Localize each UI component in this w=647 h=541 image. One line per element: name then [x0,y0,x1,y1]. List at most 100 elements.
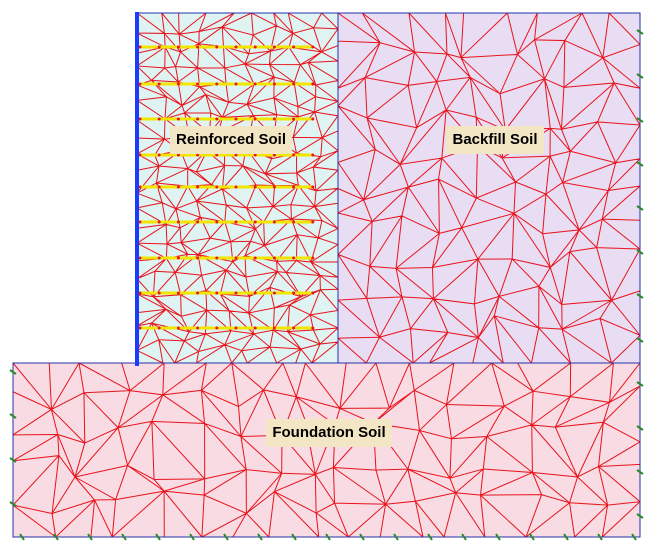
bar-node [272,82,276,86]
support [636,161,644,167]
support [636,293,644,299]
bar-node [196,153,200,157]
bar-node [138,45,142,49]
support [359,533,365,541]
support [636,425,644,431]
support [9,369,17,375]
support [636,469,644,475]
support [563,533,569,541]
bar-node [272,117,276,121]
bar-node [311,291,315,295]
bar-node [234,326,238,330]
bar-node [157,82,161,86]
bar-node [176,220,180,224]
bar-node [176,117,180,121]
bar-node [215,220,219,224]
support [427,533,433,541]
bar-node [157,153,161,157]
bar-node [215,45,219,49]
support [223,533,229,541]
bar-node [272,153,276,157]
bar-node [272,326,276,330]
label-box [170,126,292,154]
support [636,381,644,387]
bar-node [311,256,315,260]
bar-node [157,117,161,121]
bar-node [253,185,257,189]
bar-node [176,82,180,86]
bar-node [253,220,257,224]
region-label: Backfill Soil [452,131,537,148]
bar-node [157,291,161,295]
bar-node [234,185,238,189]
bar-node [157,45,161,49]
bar-node [311,185,315,189]
bar-node [138,291,142,295]
bar-node [311,153,315,157]
bar-node [311,326,315,330]
support [636,337,644,343]
support [631,533,637,541]
support [87,533,93,541]
bar-node [215,291,219,295]
bar-node [311,117,315,121]
bar-node [176,153,180,157]
region-label: Foundation Soil [272,424,385,441]
label-box [266,419,392,447]
bar-node [176,326,180,330]
bar-node [292,291,296,295]
bar-node [176,45,180,49]
bar-node [234,256,238,260]
support [597,533,603,541]
bar-node [292,185,296,189]
bar-node [196,82,200,86]
bar-node [292,45,296,49]
bar-node [138,256,142,260]
bar-node [311,82,315,86]
bar-node [292,117,296,121]
support [495,533,501,541]
bar-node [234,117,238,121]
reinforcements [138,45,315,330]
support [53,533,59,541]
bar-node [272,185,276,189]
label-box [446,126,544,154]
bar-node [253,256,257,260]
mesh-lines [12,362,641,538]
bar-node [311,45,315,49]
bar-node [234,45,238,49]
bar-node [215,153,219,157]
bar-node [292,153,296,157]
support [189,533,195,541]
support [636,117,644,123]
bar-node [272,220,276,224]
bar-node [157,220,161,224]
support [393,533,399,541]
backfill-region [338,13,640,363]
support [636,249,644,255]
bar-node [138,220,142,224]
support [325,533,331,541]
support [636,513,644,519]
support [461,533,467,541]
bar-node [157,326,161,330]
bar-node [196,291,200,295]
support [257,533,263,541]
bar-node [292,220,296,224]
bar-node [234,291,238,295]
bar-node [196,326,200,330]
support [529,533,535,541]
bar-node [196,117,200,121]
bar-node [176,256,180,260]
bar-node [253,82,257,86]
bar-node [215,185,219,189]
bar-node [157,185,161,189]
support [19,533,25,541]
bar-node [253,117,257,121]
bar-node [272,45,276,49]
bar-node [138,185,142,189]
bar-node [196,185,200,189]
bar-node [138,326,142,330]
bar-node [196,220,200,224]
